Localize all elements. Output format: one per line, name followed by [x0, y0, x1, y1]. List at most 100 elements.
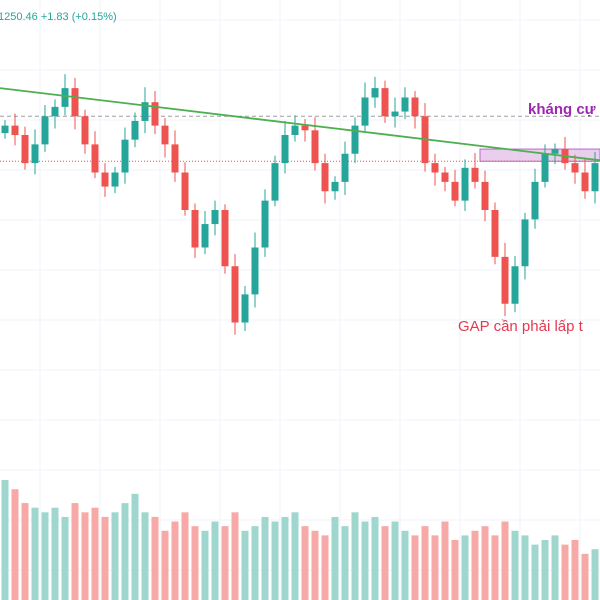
volume-bar: [361, 521, 369, 600]
volume-bar: [241, 530, 249, 600]
volume-bar: [211, 521, 219, 600]
candle-body: [531, 181, 539, 220]
volume-bar: [471, 530, 479, 600]
candle-body: [441, 172, 449, 182]
volume-bar: [341, 526, 349, 600]
candle-body: [261, 200, 269, 248]
volume-bar: [1, 480, 9, 600]
volume-bar: [391, 521, 399, 600]
candle-body: [51, 106, 59, 117]
candle-body: [591, 163, 599, 192]
candle-body: [361, 97, 369, 126]
candle-body: [91, 144, 99, 173]
candle-body: [501, 256, 509, 304]
volume-bar: [101, 516, 109, 600]
volume-bar: [21, 503, 29, 600]
candle-body: [281, 135, 289, 164]
volume-bar: [131, 493, 139, 600]
candle-body: [511, 266, 519, 304]
candle-body: [541, 153, 549, 182]
volume-bar: [221, 526, 229, 600]
trendline: [0, 87, 600, 162]
volume-bar: [331, 516, 339, 600]
volume-bar: [31, 507, 39, 600]
volume-bar: [431, 535, 439, 600]
volume-bar: [551, 535, 559, 600]
candle-body: [461, 167, 469, 201]
volume-bar: [41, 512, 49, 600]
volume-bar: [231, 512, 239, 600]
gap-label: GAP cần phải lấp t: [458, 318, 584, 335]
volume-bar: [321, 535, 329, 600]
resistance-zone: [479, 148, 600, 162]
volume-bar: [281, 516, 289, 600]
volume-bar: [531, 544, 539, 600]
candle-body: [381, 88, 389, 117]
candle-body: [41, 116, 49, 145]
volume-bar: [561, 544, 569, 600]
candle-body: [431, 163, 439, 173]
candle-body: [551, 149, 559, 154]
price-readout: 1250.46 +1.83 (+0.15%): [0, 11, 117, 23]
volume-bars: [1, 480, 599, 600]
candle-body: [231, 266, 239, 323]
candle-body: [201, 224, 209, 248]
candle-body: [81, 116, 89, 145]
volume-bar: [451, 540, 459, 600]
volume-bar: [461, 535, 469, 600]
resistance-label: kháng cự: [528, 101, 596, 118]
candle-body: [401, 97, 409, 112]
volume-bar: [91, 507, 99, 600]
volume-bar: [311, 530, 319, 600]
volume-bar: [541, 540, 549, 600]
candle-body: [61, 88, 69, 107]
volume-bar: [411, 535, 419, 600]
volume-bar: [71, 503, 79, 600]
candle-body: [331, 181, 339, 192]
candle-body: [181, 172, 189, 210]
volume-bar: [301, 526, 309, 600]
volume-bar: [181, 512, 189, 600]
volume-bar: [51, 507, 59, 600]
volume-bar: [491, 535, 499, 600]
volume-bar: [591, 549, 599, 600]
candle-body: [411, 97, 419, 117]
candle-body: [121, 139, 129, 173]
candle-body: [391, 111, 399, 117]
volume-bar: [61, 516, 69, 600]
drawing-lines: [0, 87, 600, 162]
candle-body: [101, 172, 109, 187]
volume-bar: [521, 535, 529, 600]
volume-bar: [151, 516, 159, 600]
volume-bar: [421, 526, 429, 600]
candle-body: [1, 125, 9, 134]
candle-body: [161, 125, 169, 145]
volume-bar: [251, 526, 259, 600]
candle-body: [21, 135, 29, 164]
candle-body: [471, 167, 479, 182]
candle-body: [131, 120, 139, 140]
volume-bar: [441, 521, 449, 600]
volume-bar: [271, 521, 279, 600]
volume-bar: [11, 489, 19, 600]
candle-body: [111, 172, 119, 187]
candle-body: [321, 163, 329, 192]
volume-bar: [261, 516, 269, 600]
candle-body: [491, 210, 499, 257]
volume-bar: [401, 530, 409, 600]
candle-body: [371, 88, 379, 98]
candle-body: [151, 102, 159, 126]
volume-bar: [171, 521, 179, 600]
volume-bar: [381, 526, 389, 600]
price-levels: [0, 115, 600, 162]
volume-bar: [571, 540, 579, 600]
candle-body: [311, 130, 319, 164]
volume-bar: [191, 526, 199, 600]
volume-bar: [161, 530, 169, 600]
volume-bar: [81, 512, 89, 600]
candle-body: [11, 125, 19, 135]
volume-bar: [511, 530, 519, 600]
volume-bar: [291, 512, 299, 600]
volume-bar: [141, 512, 149, 600]
